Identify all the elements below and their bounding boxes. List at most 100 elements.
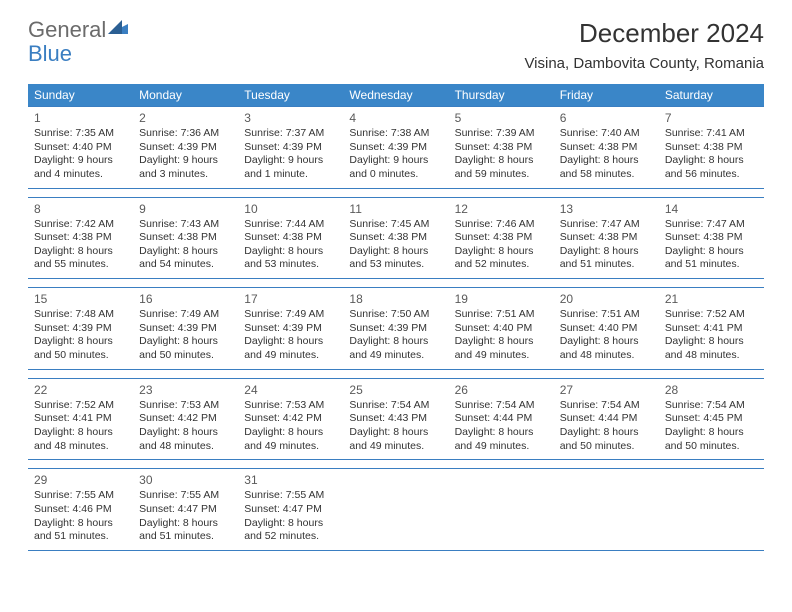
daylight-text: Daylight: 8 hours	[139, 245, 232, 259]
day-number: 5	[455, 111, 548, 125]
day-number: 14	[665, 202, 758, 216]
day-cell: 2Sunrise: 7:36 AMSunset: 4:39 PMDaylight…	[133, 107, 238, 188]
daylight-text: and 52 minutes.	[244, 530, 337, 544]
sunset-text: Sunset: 4:39 PM	[349, 322, 442, 336]
sunset-text: Sunset: 4:38 PM	[244, 231, 337, 245]
day-number: 21	[665, 292, 758, 306]
day-cell: 7Sunrise: 7:41 AMSunset: 4:38 PMDaylight…	[659, 107, 764, 188]
day-number: 9	[139, 202, 232, 216]
daylight-text: and 53 minutes.	[349, 258, 442, 272]
daylight-text: and 49 minutes.	[349, 349, 442, 363]
sunrise-text: Sunrise: 7:52 AM	[665, 308, 758, 322]
day-number: 2	[139, 111, 232, 125]
day-cell: 18 Sunrise: 7:50 AMSunset: 4:39 PMDayligh…	[343, 288, 448, 369]
day-cell: 3Sunrise: 7:37 AMSunset: 4:39 PMDaylight…	[238, 107, 343, 188]
sunset-text: Sunset: 4:38 PM	[560, 141, 653, 155]
sunset-text: Sunset: 4:47 PM	[139, 503, 232, 517]
sunset-text: Sunset: 4:39 PM	[139, 322, 232, 336]
daylight-text: Daylight: 8 hours	[139, 426, 232, 440]
header: General Blue December 2024 Visina, Dambo…	[28, 18, 764, 74]
weekday-label: Monday	[133, 84, 238, 106]
day-cell: 21Sunrise: 7:52 AMSunset: 4:41 PMDayligh…	[659, 288, 764, 369]
sunrise-text: Sunrise: 7:54 AM	[455, 399, 548, 413]
sunrise-text: Sunrise: 7:54 AM	[349, 399, 442, 413]
daylight-text: and 49 minutes.	[244, 440, 337, 454]
calendar-page: General Blue December 2024 Visina, Dambo…	[0, 0, 792, 577]
month-title: December 2024	[524, 18, 764, 49]
sunrise-text: Sunrise: 7:51 AM	[560, 308, 653, 322]
daylight-text: Daylight: 8 hours	[349, 335, 442, 349]
weekday-label: Wednesday	[343, 84, 448, 106]
day-number: 29	[34, 473, 127, 487]
daylight-text: and 3 minutes.	[139, 168, 232, 182]
day-cell: 23Sunrise: 7:53 AMSunset: 4:42 PMDayligh…	[133, 379, 238, 460]
day-cell: 26Sunrise: 7:54 AMSunset: 4:44 PMDayligh…	[449, 379, 554, 460]
sunrise-text: Sunrise: 7:49 AM	[244, 308, 337, 322]
sunset-text: Sunset: 4:41 PM	[665, 322, 758, 336]
day-cell: 8Sunrise: 7:42 AMSunset: 4:38 PMDaylight…	[28, 198, 133, 279]
sunrise-text: Sunrise: 7:55 AM	[139, 489, 232, 503]
day-cell: 17Sunrise: 7:49 AMSunset: 4:39 PMDayligh…	[238, 288, 343, 369]
daylight-text: Daylight: 8 hours	[560, 245, 653, 259]
day-number: 3	[244, 111, 337, 125]
sunrise-text: Sunrise: 7:54 AM	[665, 399, 758, 413]
day-cell	[449, 469, 554, 550]
day-number: 17	[244, 292, 337, 306]
sunset-text: Sunset: 4:38 PM	[139, 231, 232, 245]
sunset-text: Sunset: 4:38 PM	[34, 231, 127, 245]
daylight-text: and 48 minutes.	[560, 349, 653, 363]
sunset-text: Sunset: 4:38 PM	[455, 231, 548, 245]
daylight-text: Daylight: 8 hours	[665, 154, 758, 168]
sunrise-text: Sunrise: 7:55 AM	[244, 489, 337, 503]
sunset-text: Sunset: 4:39 PM	[349, 141, 442, 155]
day-cell: 16Sunrise: 7:49 AMSunset: 4:39 PMDayligh…	[133, 288, 238, 369]
daylight-text: and 55 minutes.	[34, 258, 127, 272]
sunrise-text: Sunrise: 7:47 AM	[560, 218, 653, 232]
daylight-text: Daylight: 8 hours	[455, 245, 548, 259]
sunrise-text: Sunrise: 7:49 AM	[139, 308, 232, 322]
sunset-text: Sunset: 4:39 PM	[244, 322, 337, 336]
day-cell: 27Sunrise: 7:54 AMSunset: 4:44 PMDayligh…	[554, 379, 659, 460]
sunrise-text: Sunrise: 7:44 AM	[244, 218, 337, 232]
sunrise-text: Sunrise: 7:52 AM	[34, 399, 127, 413]
sunset-text: Sunset: 4:38 PM	[665, 141, 758, 155]
day-number: 27	[560, 383, 653, 397]
daylight-text: and 51 minutes.	[34, 530, 127, 544]
sunrise-text: Sunrise: 7:47 AM	[665, 218, 758, 232]
sunrise-text: Sunrise: 7:41 AM	[665, 127, 758, 141]
day-number: 13	[560, 202, 653, 216]
daylight-text: Daylight: 8 hours	[244, 426, 337, 440]
day-cell: 24Sunrise: 7:53 AMSunset: 4:42 PMDayligh…	[238, 379, 343, 460]
sunrise-text: Sunrise: 7:50 AM	[349, 308, 442, 322]
sunset-text: Sunset: 4:40 PM	[34, 141, 127, 155]
day-cell: 5Sunrise: 7:39 AMSunset: 4:38 PMDaylight…	[449, 107, 554, 188]
day-number: 22	[34, 383, 127, 397]
sunrise-text: Sunrise: 7:45 AM	[349, 218, 442, 232]
day-number: 24	[244, 383, 337, 397]
day-cell: 20Sunrise: 7:51 AMSunset: 4:40 PMDayligh…	[554, 288, 659, 369]
day-cell: 19Sunrise: 7:51 AMSunset: 4:40 PMDayligh…	[449, 288, 554, 369]
daylight-text: Daylight: 9 hours	[244, 154, 337, 168]
week-row: 22Sunrise: 7:52 AMSunset: 4:41 PMDayligh…	[28, 378, 764, 461]
weekday-label: Thursday	[449, 84, 554, 106]
daylight-text: Daylight: 9 hours	[34, 154, 127, 168]
day-cell: 6Sunrise: 7:40 AMSunset: 4:38 PMDaylight…	[554, 107, 659, 188]
sunrise-text: Sunrise: 7:39 AM	[455, 127, 548, 141]
sunrise-text: Sunrise: 7:38 AM	[349, 127, 442, 141]
weeks-container: 1Sunrise: 7:35 AMSunset: 4:40 PMDaylight…	[28, 106, 764, 551]
daylight-text: and 4 minutes.	[34, 168, 127, 182]
week-row: 15Sunrise: 7:48 AMSunset: 4:39 PMDayligh…	[28, 287, 764, 370]
daylight-text: and 51 minutes.	[665, 258, 758, 272]
day-number: 23	[139, 383, 232, 397]
sunrise-text: Sunrise: 7:55 AM	[34, 489, 127, 503]
day-number: 4	[349, 111, 442, 125]
daylight-text: and 49 minutes.	[244, 349, 337, 363]
day-cell: 10Sunrise: 7:44 AMSunset: 4:38 PMDayligh…	[238, 198, 343, 279]
day-cell: 11Sunrise: 7:45 AMSunset: 4:38 PMDayligh…	[343, 198, 448, 279]
sunset-text: Sunset: 4:45 PM	[665, 412, 758, 426]
daylight-text: Daylight: 8 hours	[665, 426, 758, 440]
daylight-text: Daylight: 8 hours	[244, 517, 337, 531]
day-number: 18	[349, 292, 442, 306]
sunset-text: Sunset: 4:42 PM	[139, 412, 232, 426]
day-number: 12	[455, 202, 548, 216]
